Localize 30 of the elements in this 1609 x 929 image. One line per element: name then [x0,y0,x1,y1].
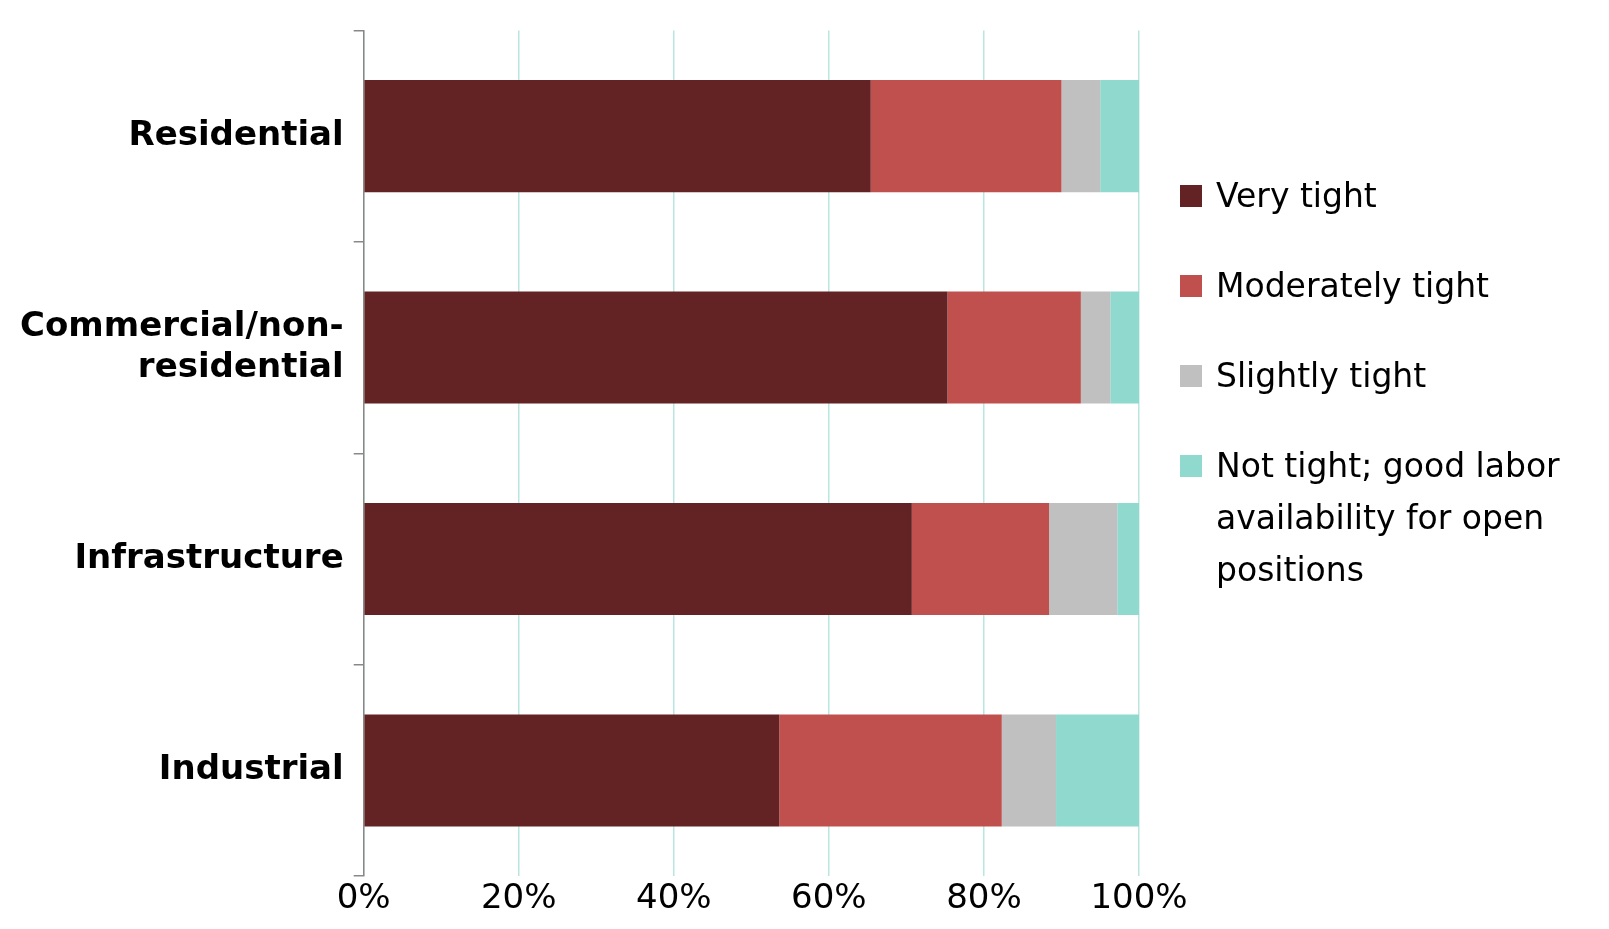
bar [1080,291,1111,404]
bar [364,80,871,193]
bar [1001,714,1057,827]
bar [1110,291,1139,404]
bar [947,291,1081,404]
bar [1100,80,1139,193]
x-tick-label: 100% [1090,876,1188,917]
x-tick-label: 60% [791,876,867,917]
x-tick-label: 80% [946,876,1022,917]
bar [1056,714,1139,827]
legend-label: Moderately tight [1216,265,1490,307]
bar [779,714,1002,827]
legend-label: Not tight; good labor availability for open positions [1216,445,1561,591]
y-tick-label: Residential [128,112,344,153]
y-tick-label: Infrastructure [74,535,344,576]
bar [364,714,780,827]
bar [870,80,1062,193]
bar [1049,502,1118,616]
x-tick-label: 20% [480,876,557,917]
bar [1061,80,1101,193]
bar [364,291,948,404]
legend-label: Very tight [1216,175,1377,217]
bar [911,502,1050,616]
bar [364,502,912,616]
legend-label: Slightly tight [1216,355,1427,397]
y-tick-label: Commercial/non-residential [19,304,344,385]
bar [1117,502,1139,616]
y-tick-label: Industrial [158,747,344,788]
x-tick-label: 40% [636,876,712,917]
x-tick-label: 0% [336,876,391,917]
